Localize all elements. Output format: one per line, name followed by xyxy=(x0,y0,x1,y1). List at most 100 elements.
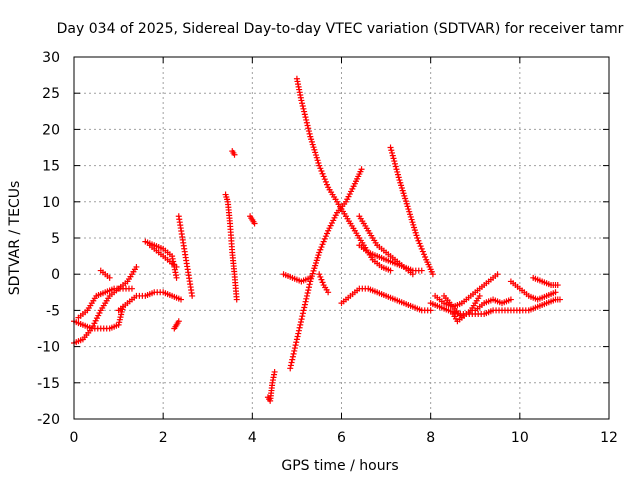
series-arc-21 xyxy=(387,144,436,278)
series-arc-29 xyxy=(530,274,561,289)
data-point xyxy=(325,289,332,296)
data-point xyxy=(418,267,425,274)
data-point xyxy=(404,203,411,210)
x-tick-label: 2 xyxy=(159,430,168,446)
data-point xyxy=(287,362,294,369)
data-point xyxy=(292,342,299,349)
y-tick-label: 30 xyxy=(42,50,60,66)
data-point xyxy=(133,263,140,270)
data-point xyxy=(411,224,418,231)
y-tick-label: 0 xyxy=(51,267,60,283)
data-point xyxy=(406,211,413,218)
data-point xyxy=(173,274,180,281)
data-point xyxy=(554,282,561,289)
y-tick-label: -5 xyxy=(46,303,60,319)
y-tick-label: -10 xyxy=(37,340,60,356)
data-point xyxy=(305,284,312,291)
data-point xyxy=(394,171,401,178)
data-point xyxy=(306,281,313,288)
data-point xyxy=(317,165,324,172)
data-point xyxy=(303,295,310,302)
data-point xyxy=(403,200,410,207)
data-point xyxy=(315,159,322,166)
data-point xyxy=(316,249,323,256)
data-point xyxy=(271,368,278,375)
y-tick-label: -20 xyxy=(37,412,60,428)
data-point xyxy=(294,333,301,340)
series-arc-4 xyxy=(97,267,113,281)
data-point xyxy=(312,149,319,156)
data-point xyxy=(318,168,325,175)
data-point xyxy=(552,289,559,296)
data-point xyxy=(322,233,329,240)
data-point xyxy=(389,152,396,159)
data-point xyxy=(311,265,318,272)
data-point xyxy=(290,350,297,357)
series-arc-3 xyxy=(75,285,135,321)
axis-ticks: 0 2 4 6 8 10 12 -20 -15 -10 -5 0 5 10 15 20 25 30 xyxy=(37,50,618,446)
data-point xyxy=(393,166,400,173)
data-point xyxy=(476,292,483,299)
data-point xyxy=(233,296,240,303)
x-tick-label: 6 xyxy=(337,430,346,446)
chart-title: Day 034 of 2025, Sidereal Day-to-day VTE… xyxy=(57,21,624,37)
data-point xyxy=(322,178,329,185)
data-point xyxy=(358,166,365,173)
data-point xyxy=(319,170,326,177)
data-point xyxy=(304,290,311,297)
grid xyxy=(74,57,609,419)
data-point xyxy=(231,151,238,158)
data-point xyxy=(298,97,305,104)
data-point xyxy=(128,285,135,292)
data-point xyxy=(494,271,501,278)
data-point xyxy=(308,138,315,145)
data-point xyxy=(312,262,319,269)
data-point xyxy=(394,168,401,175)
data-point xyxy=(390,155,397,162)
data-point xyxy=(312,152,319,159)
data-point xyxy=(402,195,409,202)
data-point xyxy=(318,244,325,251)
data-point xyxy=(173,263,180,270)
x-tick-label: 0 xyxy=(70,430,79,446)
series-arc-26 xyxy=(472,296,514,314)
series-arc-8 xyxy=(171,318,182,332)
series-arc-10 xyxy=(222,191,240,303)
plot-frame xyxy=(73,56,610,420)
data-point xyxy=(310,144,317,151)
series-arc-25 xyxy=(449,311,465,325)
data-point xyxy=(309,141,316,148)
data-point xyxy=(304,122,311,129)
series-arc-18 xyxy=(338,285,434,314)
data-point xyxy=(405,206,412,213)
data-point xyxy=(391,158,398,165)
data-point xyxy=(415,237,422,244)
data-point xyxy=(407,213,414,220)
data-point xyxy=(305,128,312,135)
x-tick-label: 10 xyxy=(511,430,529,446)
y-tick-label: 10 xyxy=(42,195,60,211)
data-point xyxy=(417,243,424,250)
data-point xyxy=(296,324,303,331)
data-point xyxy=(317,246,324,253)
data-point xyxy=(300,105,307,112)
data-point xyxy=(315,252,322,259)
data-point xyxy=(320,173,327,180)
data-point xyxy=(409,219,416,226)
data-point xyxy=(288,359,295,366)
data-point xyxy=(297,321,304,328)
data-point xyxy=(392,163,399,170)
data-point xyxy=(324,181,331,188)
data-point xyxy=(301,304,308,311)
data-point xyxy=(319,241,326,248)
data-point xyxy=(308,136,315,143)
data-point xyxy=(302,298,309,305)
data-point xyxy=(299,100,306,107)
series-arc-17 xyxy=(316,271,332,296)
data-point xyxy=(398,184,405,191)
series-arc-27 xyxy=(507,278,559,303)
data-point xyxy=(414,235,421,241)
data-point xyxy=(389,149,396,156)
data-point xyxy=(299,313,306,320)
y-tick-label: 5 xyxy=(51,231,60,247)
